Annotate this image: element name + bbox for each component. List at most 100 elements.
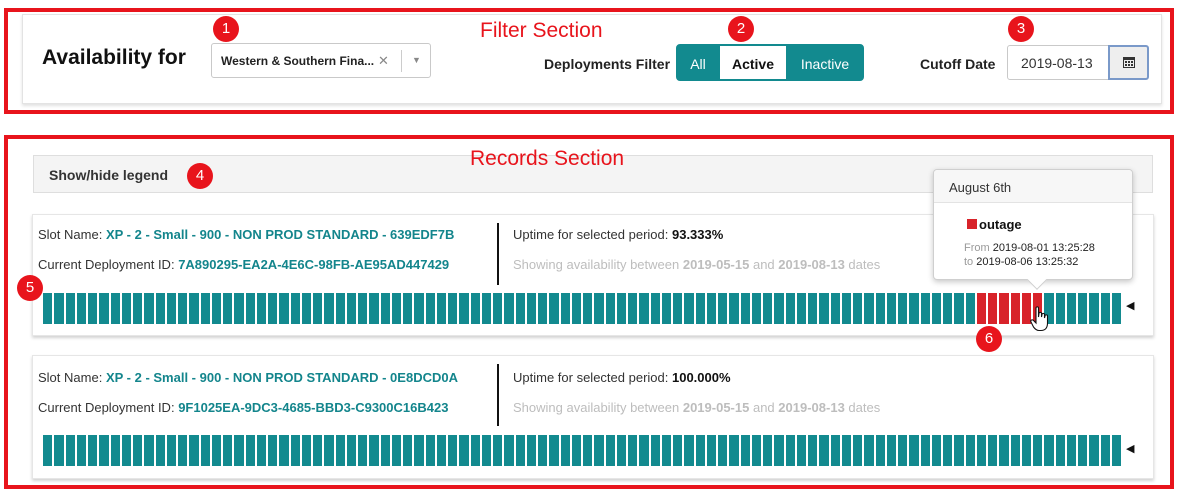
availability-cell-up[interactable] [99,435,109,466]
availability-cell-up[interactable] [155,435,165,466]
availability-cell-up[interactable] [481,293,491,324]
availability-cell-up[interactable] [819,293,829,324]
availability-cell-up[interactable] [661,435,671,466]
availability-cell-outage[interactable] [1021,293,1031,324]
availability-cell-up[interactable] [155,293,165,324]
availability-cell-up[interactable] [549,293,559,324]
filter-active-button[interactable]: Active [718,44,788,81]
availability-cell-up[interactable] [898,293,908,324]
availability-cell-up[interactable] [54,435,64,466]
availability-cell-up[interactable] [695,435,705,466]
availability-cell-up[interactable] [695,293,705,324]
availability-cell-up[interactable] [346,435,356,466]
availability-cell-up[interactable] [841,293,851,324]
availability-cell-up[interactable] [211,435,221,466]
availability-cell-up[interactable] [751,293,761,324]
availability-cell-up[interactable] [110,293,120,324]
availability-cell-up[interactable] [234,435,244,466]
availability-cell-up[interactable] [729,435,739,466]
availability-cell-up[interactable] [774,435,784,466]
availability-cell-up[interactable] [178,435,188,466]
availability-cell-up[interactable] [43,435,53,466]
availability-cell-up[interactable] [526,435,536,466]
availability-cell-up[interactable] [459,293,469,324]
availability-cell-up[interactable] [616,293,626,324]
availability-cell-up[interactable] [931,293,941,324]
availability-cell-up[interactable] [481,435,491,466]
collapse-caret-icon[interactable]: ◀ [1126,443,1135,455]
availability-cell-up[interactable] [380,435,390,466]
availability-cell-up[interactable] [538,293,548,324]
availability-cell-up[interactable] [898,435,908,466]
availability-cell-up[interactable] [796,293,806,324]
availability-cell-outage[interactable] [1010,293,1020,324]
availability-cell-up[interactable] [1100,435,1110,466]
availability-cell-up[interactable] [425,293,435,324]
availability-cell-up[interactable] [414,293,424,324]
availability-cell-up[interactable] [943,435,953,466]
company-select[interactable]: Western & Southern Fina... ✕ ▼ [211,43,431,78]
availability-cell-outage[interactable] [976,293,986,324]
availability-cell-up[interactable] [515,293,525,324]
availability-cell-up[interactable] [864,435,874,466]
availability-cell-up[interactable] [583,435,593,466]
availability-cell-up[interactable] [65,293,75,324]
availability-cell-up[interactable] [178,293,188,324]
availability-cell-up[interactable] [650,293,660,324]
availability-cell-up[interactable] [785,435,795,466]
availability-cell-outage[interactable] [999,293,1009,324]
availability-cell-up[interactable] [796,435,806,466]
availability-cell-up[interactable] [99,293,109,324]
availability-cell-up[interactable] [965,293,975,324]
availability-cell-up[interactable] [346,293,356,324]
availability-cell-up[interactable] [1089,435,1099,466]
availability-cell-up[interactable] [976,435,986,466]
availability-cell-up[interactable] [594,435,604,466]
availability-cell-up[interactable] [886,435,896,466]
availability-cell-up[interactable] [751,435,761,466]
availability-cell-up[interactable] [335,435,345,466]
availability-cell-up[interactable] [256,293,266,324]
availability-cell-up[interactable] [391,293,401,324]
availability-cell-up[interactable] [740,293,750,324]
availability-cell-up[interactable] [88,435,98,466]
availability-cell-up[interactable] [886,293,896,324]
availability-cell-up[interactable] [943,293,953,324]
calendar-button[interactable] [1108,45,1149,80]
availability-cell-up[interactable] [684,293,694,324]
collapse-caret-icon[interactable]: ◀ [1126,300,1135,312]
availability-cell-up[interactable] [718,435,728,466]
availability-cell-up[interactable] [954,435,964,466]
availability-cell-up[interactable] [1078,435,1088,466]
availability-cell-up[interactable] [144,435,154,466]
availability-cell-up[interactable] [1089,293,1099,324]
availability-cell-up[interactable] [335,293,345,324]
availability-cell-up[interactable] [628,293,638,324]
availability-cell-up[interactable] [493,293,503,324]
availability-cell-up[interactable] [988,435,998,466]
availability-cell-up[interactable] [380,293,390,324]
availability-cell-up[interactable] [594,293,604,324]
availability-cell-up[interactable] [1010,435,1020,466]
availability-cell-up[interactable] [245,293,255,324]
availability-cell-up[interactable] [268,435,278,466]
availability-cell-up[interactable] [605,293,615,324]
availability-cell-up[interactable] [853,293,863,324]
availability-cell-up[interactable] [1078,293,1088,324]
availability-cell-up[interactable] [324,435,334,466]
availability-cell-up[interactable] [200,435,210,466]
availability-cell-up[interactable] [560,293,570,324]
availability-cell-up[interactable] [740,435,750,466]
availability-cell-up[interactable] [819,435,829,466]
availability-cell-up[interactable] [1055,435,1065,466]
availability-cell-up[interactable] [560,435,570,466]
availability-cell-up[interactable] [358,293,368,324]
availability-cell-up[interactable] [808,293,818,324]
availability-cell-up[interactable] [538,435,548,466]
availability-cell-up[interactable] [313,293,323,324]
availability-cell-up[interactable] [470,293,480,324]
availability-cell-up[interactable] [1044,435,1054,466]
availability-cell-up[interactable] [1111,435,1121,466]
caret-down-icon[interactable]: ▼ [412,55,421,65]
availability-cell-up[interactable] [313,435,323,466]
